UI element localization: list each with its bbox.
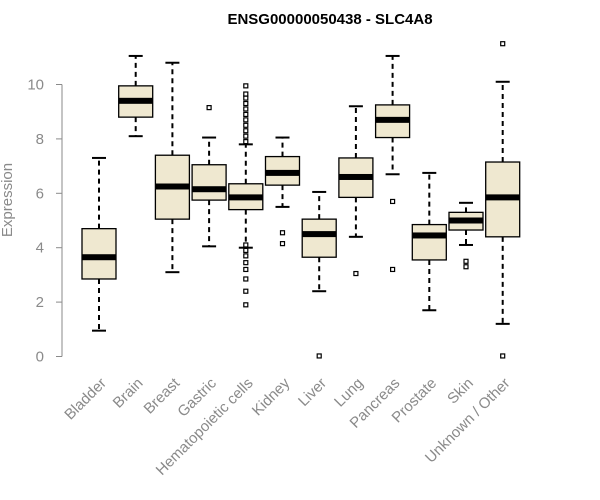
- outlier-point: [243, 253, 249, 259]
- box-group: [485, 41, 521, 359]
- x-tick-label: Skin: [444, 375, 477, 408]
- median-bar: [265, 169, 300, 176]
- box-group: [264, 136, 301, 247]
- median-bar: [412, 232, 447, 239]
- y-tick-label: 2: [36, 294, 44, 311]
- y-tick-label: 4: [36, 240, 44, 257]
- box-iqr: [81, 228, 117, 280]
- box-group: [191, 105, 227, 248]
- median-bar: [375, 116, 410, 123]
- outlier-point: [243, 247, 249, 254]
- outlier-point: [243, 91, 249, 97]
- box-group: [301, 190, 337, 359]
- chart-title: ENSG00000050438 - SLC4A8: [227, 11, 432, 28]
- outlier-point: [243, 276, 249, 282]
- outlier-point: [243, 302, 249, 308]
- box-group: [338, 105, 374, 277]
- outlier-point: [243, 242, 249, 248]
- outlier-point: [243, 117, 249, 123]
- outlier-point: [390, 198, 396, 205]
- outlier-point: [500, 353, 506, 359]
- x-tick-label: Liver: [295, 375, 330, 410]
- y-tick-label: 0: [36, 349, 44, 366]
- outlier-point: [243, 288, 249, 294]
- y-axis-ticks: 0 2 4 6 8 10: [27, 77, 62, 366]
- box-group: [374, 54, 411, 273]
- outlier-point: [243, 111, 249, 118]
- median-bar: [82, 254, 116, 261]
- outlier-point: [279, 241, 286, 247]
- outlier-point: [206, 105, 212, 111]
- box-group: [81, 156, 117, 332]
- median-bar: [485, 194, 520, 201]
- box-group: [448, 201, 484, 270]
- y-tick-label: 6: [36, 185, 44, 202]
- outlier-point: [463, 264, 469, 270]
- box-iqr: [301, 218, 337, 258]
- outlier-point: [390, 266, 396, 273]
- x-tick-label: Bladder: [61, 375, 110, 424]
- x-tick-label: Kidney: [249, 374, 294, 419]
- box-series: [81, 41, 521, 359]
- outlier-point: [243, 122, 249, 128]
- box-iqr: [411, 223, 447, 261]
- outlier-point: [463, 258, 469, 264]
- outlier-point: [279, 230, 286, 236]
- box-group: [154, 61, 191, 274]
- median-bar: [449, 217, 483, 224]
- outlier-point: [243, 83, 249, 89]
- outlier-point: [500, 41, 506, 47]
- outlier-point: [243, 100, 249, 107]
- median-bar: [192, 186, 227, 193]
- median-bar: [302, 231, 337, 238]
- outlier-point: [243, 95, 249, 101]
- median-bar: [118, 97, 153, 104]
- outlier-point: [243, 260, 249, 266]
- median-bar: [228, 194, 263, 201]
- box-iqr: [191, 164, 227, 201]
- outlier-point: [316, 353, 322, 359]
- box-group: [411, 171, 447, 312]
- outlier-point: [243, 139, 249, 145]
- y-axis-label: Expression: [0, 163, 16, 237]
- outlier-point: [353, 270, 359, 277]
- outlier-point: [243, 133, 249, 139]
- median-bar: [338, 173, 373, 180]
- box-group: [228, 83, 264, 308]
- outlier-point: [243, 128, 249, 134]
- median-bar: [155, 183, 190, 190]
- outlier-point: [243, 106, 249, 112]
- y-tick-label: 10: [27, 77, 44, 94]
- outlier-point: [243, 266, 249, 273]
- y-tick-label: 8: [36, 131, 44, 148]
- box-group: [118, 54, 154, 138]
